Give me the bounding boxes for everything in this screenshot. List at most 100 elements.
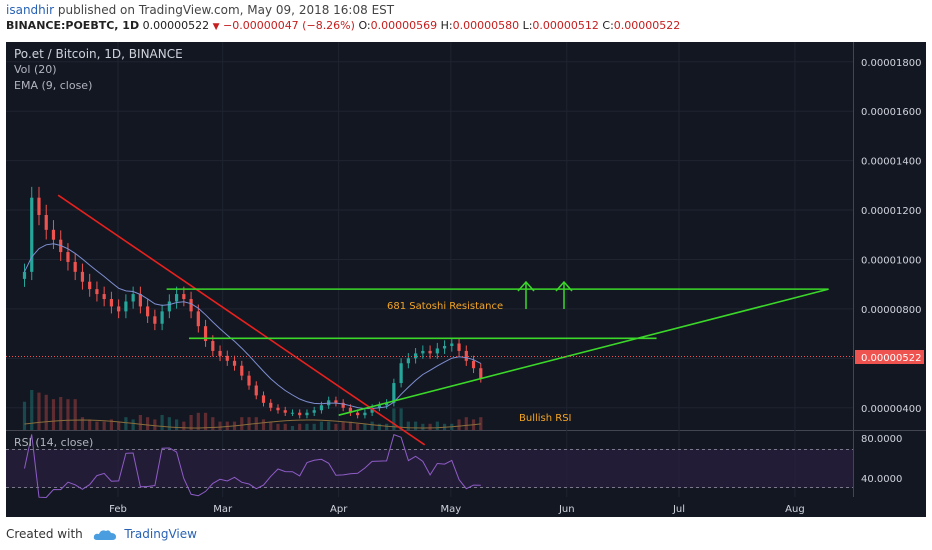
trendline [57,194,426,446]
volume-bar [392,408,396,430]
price-tick: 0.00001000 [861,255,921,266]
volume-bar [124,417,128,430]
candle-body [254,385,258,396]
candle-body [189,299,193,312]
candle-body [66,252,70,262]
time-tick: Jun [558,504,575,515]
candle-body [471,360,476,369]
time-axis[interactable] [6,497,926,517]
rsi-tick-40: 40.0000 [861,474,902,485]
volume-bar [109,419,114,430]
high-label: H: [440,19,453,32]
rsi-axis[interactable] [853,431,926,497]
volume-bar [66,399,70,430]
volume-legend: Vol (20) [14,63,57,76]
candle-body [421,350,425,354]
candle-body [124,301,128,312]
time-tick: Feb [109,504,127,515]
candle-body [44,214,48,230]
candle-body [334,400,338,403]
close-label: C: [602,19,614,32]
candle-body [428,350,432,354]
candle-body [450,343,454,346]
candle-body [138,294,142,307]
price-tick: 0.00001600 [861,107,921,118]
candle-body [377,405,381,408]
candle-body [261,395,266,403]
candle-body [290,412,295,414]
volume-bar [334,423,338,430]
volume-bar [131,419,135,430]
candle-body [73,261,77,272]
author-link[interactable]: isandhir [6,3,55,17]
price-axis[interactable] [853,42,926,430]
volume-bar [30,390,34,430]
candle-body [356,412,360,416]
trendline [338,288,829,416]
volume-bar [80,417,85,430]
ohlc-line: BINANCE:POEBTC, 1D 0.00000522 ▼ −0.00000… [6,19,680,32]
volume-bar [370,421,374,430]
volume-bar [276,423,280,430]
volume-bar [428,423,432,430]
candle-body [211,341,215,351]
candles [22,186,483,419]
volume-bar [348,421,353,430]
volume-bar [435,421,439,430]
volume-bar [22,401,27,430]
price-chart[interactable]: Po.et / Bitcoin, 1D, BINANCE Vol (20) EM… [0,38,932,520]
candle-body [218,350,222,356]
up-arrow-icon [555,280,573,309]
candle-body [464,350,468,361]
volume-bar [283,423,287,430]
time-tick: Mar [213,504,233,515]
chart-title: Po.et / Bitcoin, 1D, BINANCE [14,47,183,61]
volume-bar [421,423,425,430]
candle-body [146,306,150,317]
volume-bar [167,417,171,430]
candle-body [392,383,396,403]
volume-bar [457,419,461,430]
candle-body [30,197,34,272]
candle-body [131,294,135,302]
candle-body [109,299,114,307]
volume-bar [73,399,77,430]
candle-body [363,412,367,416]
publish-info: published on TradingView.com, May 09, 20… [57,3,395,17]
price-tick: 0.00001800 [861,58,921,69]
volume-bar [319,421,324,430]
candle-body [442,345,447,349]
candle-body [298,412,302,416]
candle-body [348,407,353,413]
volume-bar [290,426,295,430]
rsi-legend: RSI (14, close) [14,436,93,449]
volume-bar [203,412,208,430]
candle-body [247,375,251,386]
tradingview-logo-icon [93,529,116,540]
candle-body [196,311,200,327]
volume-bar [269,421,273,430]
rsi-tick-80: 80.0000 [861,434,902,445]
trendlines[interactable] [57,194,829,446]
time-axis-labels: Feb Mar Apr May Jun Jul Aug [109,504,805,515]
tradingview-link[interactable]: TradingView [124,527,197,541]
volume-bar [479,417,483,430]
candle-body [22,271,27,279]
bullish-rsi-label: Bullish RSI [519,413,572,424]
ema-line [24,243,482,410]
candle-body [88,281,92,290]
volume-bar [240,417,244,430]
main-pane[interactable] [6,42,853,430]
volume-bar [218,421,222,430]
volume-ma-line [24,419,481,429]
open-label: O: [358,19,371,32]
volume-bar [377,423,381,430]
rsi-line [24,434,481,499]
candle-body [479,368,483,379]
low-value: 0.00000512 [532,19,599,32]
price-change: −0.00000047 (−8.26%) [222,19,355,32]
volume-bar [37,392,41,430]
created-with: Created with [6,527,83,541]
volume-bar [95,421,99,430]
time-tick: Apr [330,504,348,515]
